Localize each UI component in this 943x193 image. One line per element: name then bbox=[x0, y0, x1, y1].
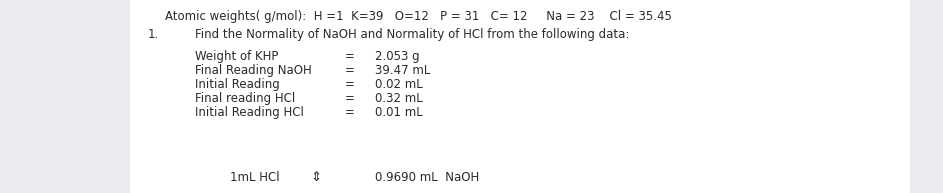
Text: 0.9690 mL  NaOH: 0.9690 mL NaOH bbox=[375, 171, 479, 184]
Text: 1mL HCl: 1mL HCl bbox=[230, 171, 280, 184]
Text: =: = bbox=[345, 64, 355, 77]
Text: 0.02 mL: 0.02 mL bbox=[375, 78, 422, 91]
Text: 0.32 mL: 0.32 mL bbox=[375, 92, 422, 105]
FancyBboxPatch shape bbox=[130, 0, 910, 193]
Text: =: = bbox=[345, 50, 355, 63]
Text: Initial Reading HCl: Initial Reading HCl bbox=[195, 106, 304, 119]
Text: =: = bbox=[345, 78, 355, 91]
Text: Final Reading NaOH: Final Reading NaOH bbox=[195, 64, 312, 77]
Text: Initial Reading: Initial Reading bbox=[195, 78, 280, 91]
Text: Weight of KHP: Weight of KHP bbox=[195, 50, 278, 63]
Text: ⇕: ⇕ bbox=[310, 171, 322, 184]
Text: 2.053 g: 2.053 g bbox=[375, 50, 420, 63]
Text: =: = bbox=[345, 92, 355, 105]
Text: Find the Normality of NaOH and Normality of HCl from the following data:: Find the Normality of NaOH and Normality… bbox=[195, 28, 629, 41]
Text: Atomic weights( g/mol):  H =1  K=39   O=12   P = 31   C= 12     Na = 23    Cl = : Atomic weights( g/mol): H =1 K=39 O=12 P… bbox=[165, 10, 671, 23]
Text: Final reading HCl: Final reading HCl bbox=[195, 92, 295, 105]
Text: 0.01 mL: 0.01 mL bbox=[375, 106, 422, 119]
Text: =: = bbox=[345, 106, 355, 119]
Text: 1.: 1. bbox=[148, 28, 159, 41]
Text: 39.47 mL: 39.47 mL bbox=[375, 64, 430, 77]
